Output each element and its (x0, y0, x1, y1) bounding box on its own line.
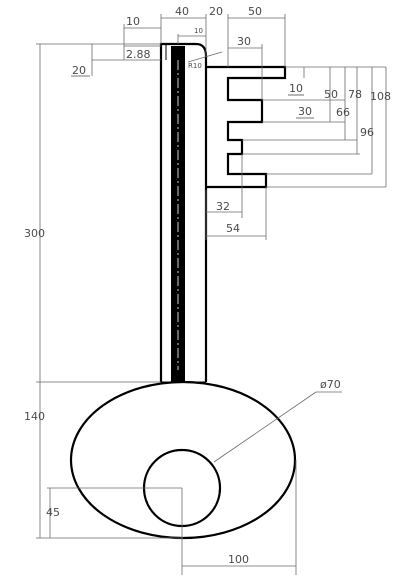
dim-r10: R10 (188, 62, 202, 70)
dimension-labels: 10 40 20 50 10 2.88 R10 20 30 10 30 50 6… (24, 5, 391, 566)
dim-right-108: 108 (370, 90, 391, 103)
dim-shank-300: 300 (24, 227, 45, 240)
dim-right-30: 30 (298, 105, 312, 118)
dim-top-40: 40 (175, 5, 189, 18)
dimension-lines (36, 14, 387, 575)
dim-right-10: 10 (289, 82, 303, 95)
dim-bottom-54: 54 (226, 222, 240, 235)
dim-bow-width-100: 100 (228, 553, 249, 566)
dim-top-small-10: 10 (194, 27, 203, 35)
key-bow (69, 380, 297, 540)
key-outline (69, 42, 297, 540)
dim-left-20: 20 (72, 64, 86, 77)
dim-top-10: 10 (126, 15, 140, 28)
dim-2-88: 2.88 (126, 48, 151, 61)
dim-top-50: 50 (248, 5, 262, 18)
dim-bit-30: 30 (237, 35, 251, 48)
dim-right-96: 96 (360, 126, 374, 139)
key-bit (206, 65, 287, 189)
dim-bow-140: 140 (24, 410, 45, 423)
dim-top-20: 20 (209, 5, 223, 18)
dim-right-78: 78 (348, 88, 362, 101)
dim-right-50: 50 (324, 88, 338, 101)
dim-right-66: 66 (336, 106, 350, 119)
dim-hole-offset-45: 45 (46, 506, 60, 519)
dim-bottom-32: 32 (216, 200, 230, 213)
dim-hole-diameter: ø70 (320, 378, 341, 391)
